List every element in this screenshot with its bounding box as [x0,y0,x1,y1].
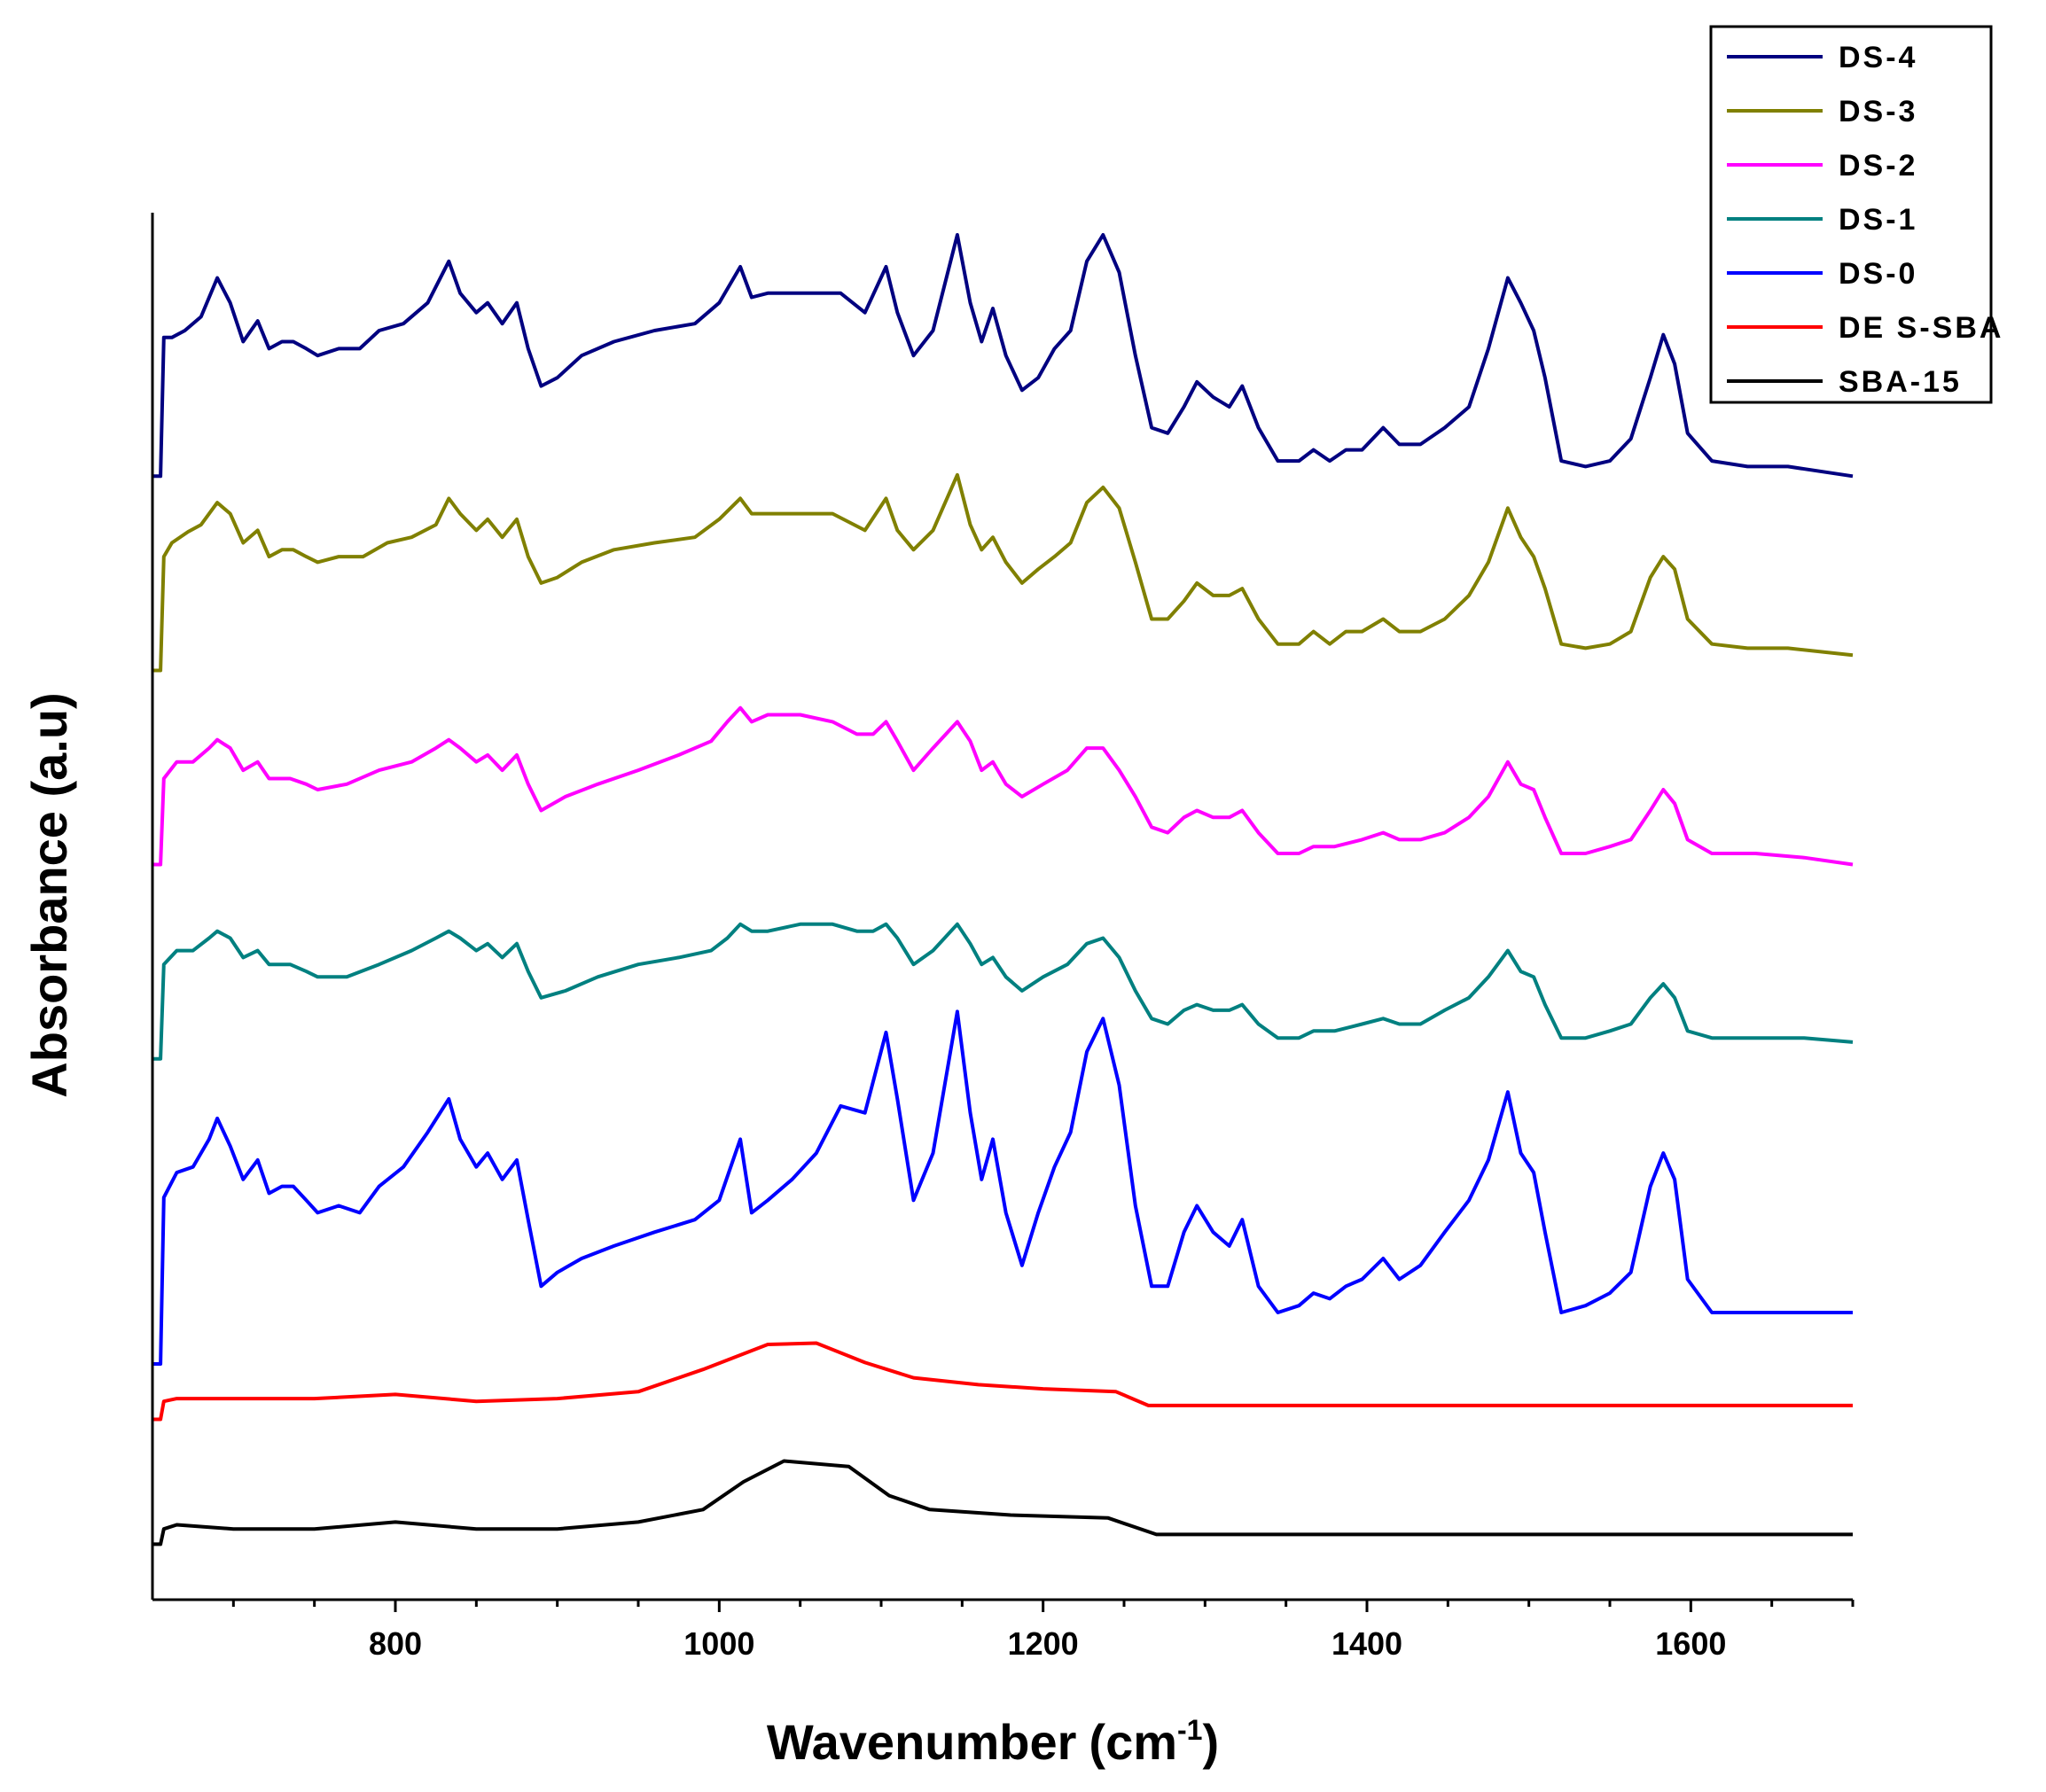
legend-label: DS-4 [1839,41,1917,74]
legend-label: DS-3 [1839,95,1917,129]
series-line-ds-3 [152,472,1854,673]
x-axis-unit-exponent: -1 [1177,1714,1202,1746]
series-line-sba-15 [152,1459,1853,1547]
x-tick-label: 1200 [1008,1625,1079,1662]
legend-label: DS-2 [1839,149,1917,183]
legend-box [1709,25,1993,404]
legend: DS-4 DS-3 DS-2 DS-1 DS-0 DE S-SBA SBA-15 [1709,25,2003,404]
x-ticks: 800 1000 1200 1400 1600 [231,1600,1855,1662]
x-axis-title-open: ( [1089,1714,1105,1770]
x-tick-label: 800 [369,1625,422,1662]
axes-layer [151,213,1853,1601]
series-line-ds-2 [152,705,1854,867]
legend-items: DS-4 DS-3 DS-2 DS-1 DS-0 DE S-SBA SBA-15 [1727,41,2003,399]
x-axis-title: Wavenumber (cm-1) [767,1714,1219,1770]
y-axis-title: Absorbance (a.u) [21,692,77,1097]
x-axis-unit-base: cm [1105,1714,1177,1770]
x-tick-label: 1400 [1331,1625,1402,1662]
x-tick-label: 1000 [683,1625,754,1662]
series-line-ds-4 [152,233,1854,479]
legend-label: DS-0 [1839,257,1917,291]
x-axis-title-close: ) [1202,1714,1219,1770]
series-line-ds-1 [152,922,1854,1061]
legend-label: DE S-SBA [1839,311,2003,345]
series-layer [152,233,1854,1547]
series-line-ds-0 [152,1009,1853,1366]
legend-label: DS-1 [1839,203,1917,237]
x-axis-title-text: Wavenumber [767,1714,1077,1770]
x-tick-label: 1600 [1655,1625,1726,1662]
legend-label: SBA-15 [1839,365,1962,399]
series-line-de-s-sba [152,1341,1853,1422]
